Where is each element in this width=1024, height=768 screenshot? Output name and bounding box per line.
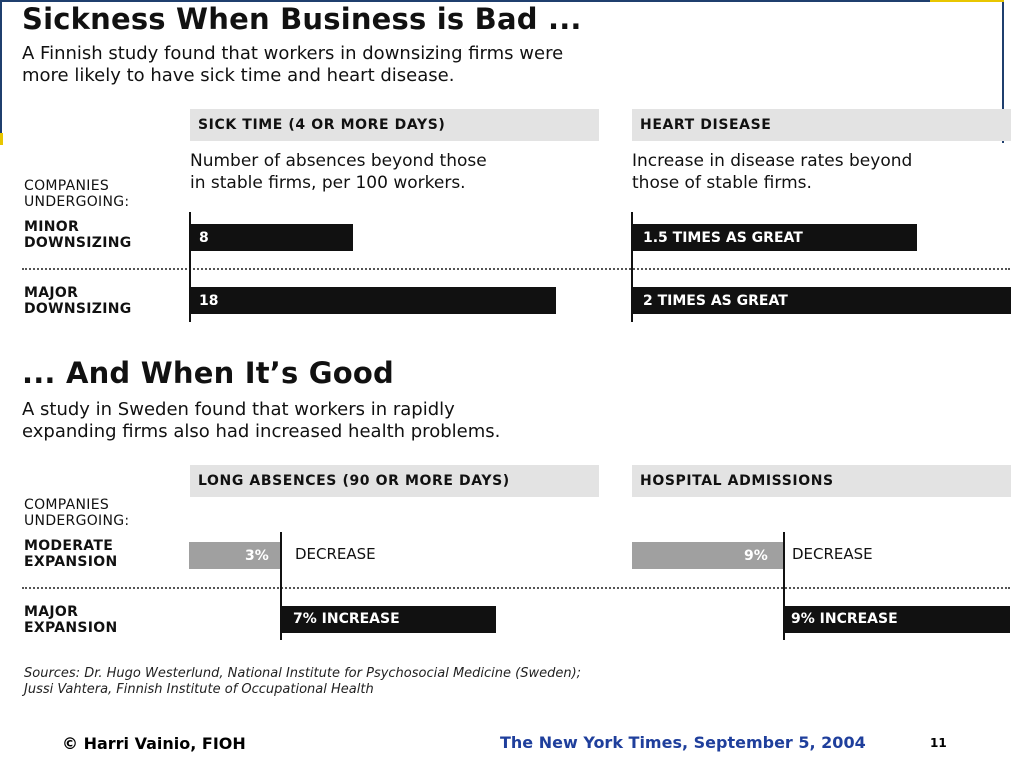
page-number: 11 — [930, 736, 947, 750]
long-absences-axis — [280, 532, 282, 640]
panel-desc-sick-time-line2: in stable firms, per 100 workers. — [190, 173, 466, 193]
panel-desc-sick-time: Number of absences beyond those in stabl… — [190, 150, 487, 194]
section1-companies-label: COMPANIES UNDERGOING: — [24, 178, 130, 210]
sources-note: Sources: Dr. Hugo Westerlund, National I… — [24, 666, 581, 698]
row-label-moderate-expansion: MODERATE EXPANSION — [24, 538, 118, 570]
slide-accent-top — [930, 0, 1004, 2]
sick-time-label-major: 18 — [199, 293, 219, 309]
long-absences-bar-moderate — [188, 542, 280, 569]
row-label-minor-downsizing: MINOR DOWNSIZING — [24, 219, 132, 251]
long-absences-label-moderate: 3% — [245, 548, 269, 564]
hospital-admissions-decrease-label: DECREASE — [792, 545, 873, 563]
section1-subtitle: A Finnish study found that workers in do… — [22, 43, 563, 87]
section1-subtitle-line2: more likely to have sick time and heart … — [22, 65, 455, 86]
section1-title: Sickness When Business is Bad ... — [22, 2, 582, 36]
slide-accent-left — [0, 133, 3, 145]
long-absences-decrease-label: DECREASE — [295, 545, 376, 563]
sick-time-axis — [189, 212, 191, 322]
section2-row-divider — [22, 587, 1010, 589]
section1-row-divider — [22, 268, 1010, 270]
panel-header-long-absences: LONG ABSENCES (90 OR MORE DAYS) — [190, 465, 599, 497]
hospital-admissions-label-moderate: 9% — [744, 548, 768, 564]
section2-subtitle-line2: expanding firms also had increased healt… — [22, 421, 501, 442]
sick-time-bar-minor — [191, 224, 354, 251]
section1-subtitle-line1: A Finnish study found that workers in do… — [22, 43, 564, 64]
heart-disease-bar-minor — [633, 224, 917, 251]
row-label-major-downsizing: MAJOR DOWNSIZING — [24, 285, 132, 317]
heart-disease-bar-major — [633, 287, 1011, 314]
long-absences-bar-major — [282, 606, 496, 633]
hospital-admissions-label-major: 9% INCREASE — [791, 611, 898, 627]
footer-citation: The New York Times, September 5, 2004 — [500, 733, 866, 752]
section2-subtitle: A study in Sweden found that workers in … — [22, 399, 500, 443]
slide-frame-right — [1002, 0, 1004, 143]
panel-header-hospital-admissions: HOSPITAL ADMISSIONS — [632, 465, 1011, 497]
footer-author: © Harri Vainio, FIOH — [62, 734, 246, 753]
row-label-major-expansion: MAJOR EXPANSION — [24, 604, 118, 636]
sick-time-label-minor: 8 — [199, 230, 209, 246]
heart-disease-label-major: 2 TIMES AS GREAT — [643, 293, 788, 309]
hospital-admissions-bar-moderate — [631, 542, 783, 569]
section2-companies-label: COMPANIES UNDERGOING: — [24, 497, 130, 529]
slide-frame-left — [0, 0, 2, 143]
hospital-admissions-bar-major — [785, 606, 1010, 633]
hospital-admissions-axis — [783, 532, 785, 640]
panel-header-sick-time: SICK TIME (4 OR MORE DAYS) — [190, 109, 599, 141]
heart-disease-axis — [631, 212, 633, 322]
panel-desc-heart-disease: Increase in disease rates beyond those o… — [632, 150, 912, 194]
sources-line1: Sources: Dr. Hugo Westerlund, National I… — [24, 666, 582, 681]
section2-subtitle-line1: A study in Sweden found that workers in … — [22, 399, 455, 420]
sick-time-bar-major — [191, 287, 557, 314]
long-absences-label-major: 7% INCREASE — [293, 611, 400, 627]
panel-desc-heart-disease-line1: Increase in disease rates beyond — [632, 151, 913, 171]
panel-desc-heart-disease-line2: those of stable firms. — [632, 173, 812, 193]
slide-frame-top — [0, 0, 1004, 2]
sources-line2: Jussi Vahtera, Finnish Institute of Occu… — [24, 682, 374, 697]
panel-desc-sick-time-line1: Number of absences beyond those — [190, 151, 487, 171]
panel-header-heart-disease: HEART DISEASE — [632, 109, 1011, 141]
section2-title: ... And When It’s Good — [22, 356, 394, 390]
heart-disease-label-minor: 1.5 TIMES AS GREAT — [643, 230, 803, 246]
